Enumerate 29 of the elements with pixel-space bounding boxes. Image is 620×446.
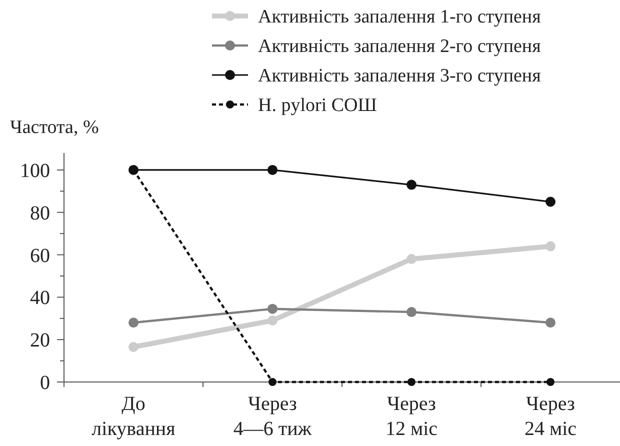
y-tick-label: 0 bbox=[40, 372, 50, 394]
point bbox=[268, 304, 278, 314]
x-tick-label: Через 24 міс bbox=[524, 393, 577, 440]
point bbox=[406, 180, 416, 190]
y-tick-label: 100 bbox=[20, 160, 50, 182]
point bbox=[268, 164, 278, 175]
legend-label: Активність запалення 2-го ступеня bbox=[258, 36, 542, 58]
point bbox=[268, 378, 276, 386]
x-tick-label: Через 4—6 тиж bbox=[233, 393, 312, 440]
point bbox=[128, 318, 138, 328]
x-tick-label: Через 12 міс bbox=[385, 393, 438, 440]
point bbox=[546, 318, 556, 328]
x-tick-label: До лікування bbox=[92, 393, 176, 440]
y-tick-label: 60 bbox=[30, 244, 50, 267]
point bbox=[128, 342, 138, 352]
legend-label: H. pylori СОШ bbox=[258, 95, 377, 116]
point bbox=[406, 254, 416, 264]
point bbox=[546, 196, 556, 207]
y-tick-label: 80 bbox=[30, 202, 50, 224]
legend-label: Активність запалення 1-го ступеня bbox=[258, 6, 542, 28]
point bbox=[546, 378, 554, 386]
point bbox=[406, 307, 416, 318]
point bbox=[546, 241, 556, 252]
point bbox=[268, 316, 278, 326]
legend-label: Активність запалення 3-го ступеня bbox=[258, 66, 542, 87]
y-axis-title: Частота, % bbox=[10, 117, 99, 138]
y-tick-label: 20 bbox=[30, 330, 50, 352]
point bbox=[408, 378, 416, 386]
y-tick-label: 40 bbox=[30, 287, 50, 310]
